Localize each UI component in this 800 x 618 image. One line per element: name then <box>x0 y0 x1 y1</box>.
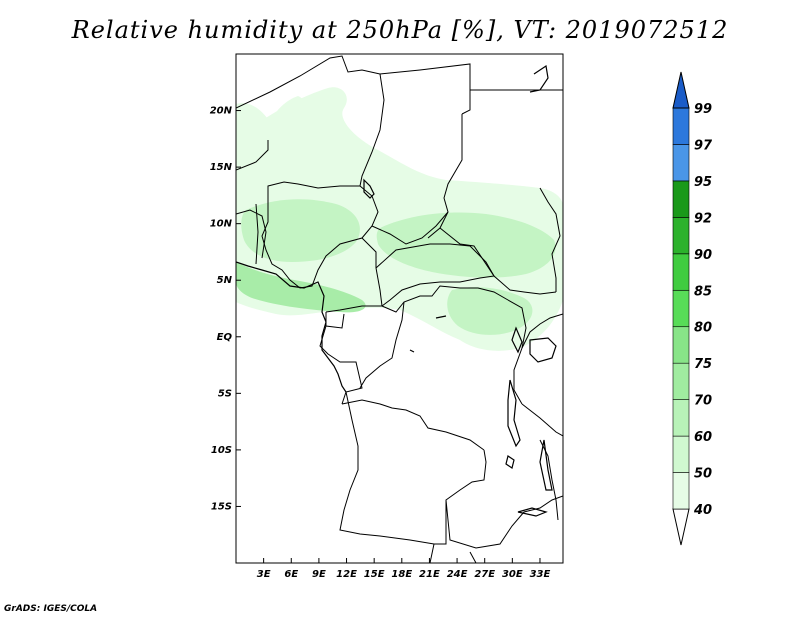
ethiopia-border <box>539 187 561 292</box>
colorbar-label: 70 <box>694 394 712 409</box>
colorbar-label: 50 <box>694 467 712 482</box>
colorbar-segment <box>672 326 690 364</box>
burkina-ghana-border <box>236 209 267 259</box>
lake-albert <box>511 326 523 354</box>
lon-tick-label: 12E <box>336 569 357 580</box>
lon-tick-label: 18E <box>391 569 412 580</box>
lake-mweru <box>505 455 515 469</box>
lon-tick-label: 33E <box>530 569 551 580</box>
colorbar-label: 90 <box>694 248 712 263</box>
lat-tick-label: 15S <box>211 501 232 512</box>
lake-tanganyika <box>507 379 521 448</box>
lon-tick-label: 6E <box>284 569 298 580</box>
niger-river-segment <box>409 315 447 353</box>
lat-tick-label: 15N <box>210 162 233 173</box>
colorbar-label: 85 <box>694 284 712 299</box>
humidity-core-west <box>241 199 360 262</box>
lon-tick-label: 27E <box>474 569 495 580</box>
angola-north-border <box>341 399 485 451</box>
colorbar-segment <box>672 399 690 437</box>
chad-car-border <box>371 211 449 245</box>
colorbar-low-arrow <box>672 508 690 546</box>
lon-tick-label: 15E <box>364 569 385 580</box>
tanzania-border <box>521 403 563 437</box>
humidity-core-east <box>447 287 533 335</box>
colorbar-segment <box>672 217 690 255</box>
coastlines <box>236 64 557 517</box>
libya-border <box>379 63 471 115</box>
lat-tick-label: 20N <box>210 106 233 117</box>
zambia-border <box>445 495 563 549</box>
drc-congo-border <box>381 285 527 405</box>
colorbar-label: 92 <box>694 211 712 226</box>
gulf-of-guinea-coast <box>236 261 347 393</box>
longitude-axis: 3E 6E 9E 12E 15E 18E 21E 24E 27E 30E 33E <box>257 558 551 580</box>
colorbar-label: 60 <box>694 430 712 445</box>
benin-togo-border <box>255 203 259 265</box>
lake-kariba <box>517 507 548 517</box>
latitude-axis: 20N 15N 10N 5N EQ 5S 10S 15S <box>210 106 241 512</box>
angola-border <box>339 391 487 545</box>
lon-tick-label: 30E <box>502 569 523 580</box>
colorbar-segment <box>672 362 690 400</box>
colorbar-segment <box>672 144 690 182</box>
algeria-niger-border <box>236 55 381 109</box>
south-sudan-border <box>439 227 557 295</box>
nigeria-border <box>261 181 379 289</box>
cameroon-border <box>325 237 383 313</box>
colorbar: 40 50 60 70 75 80 85 90 92 95 97 99 <box>672 71 713 546</box>
map-title: Relative humidity at 250hPa [%], VT: 201… <box>71 16 729 44</box>
kenya-uganda-border <box>521 313 563 349</box>
congo-drc-river <box>359 301 405 389</box>
lon-tick-label: 21E <box>419 569 440 580</box>
car-border <box>375 243 495 307</box>
lat-tick-label: 5S <box>218 388 232 399</box>
lat-tick-label: 10S <box>211 445 232 456</box>
colorbar-label: 99 <box>694 102 712 117</box>
lake-malawi <box>539 439 553 491</box>
colorbar-segment <box>672 253 690 291</box>
colorbar-high-arrow <box>672 71 690 109</box>
lake-victoria <box>529 337 557 363</box>
colorbar-label: 80 <box>694 321 712 336</box>
lake-chad <box>363 178 375 199</box>
red-sea-coast <box>529 64 549 93</box>
congo-gabon-border <box>319 312 363 405</box>
colorbar-label: 95 <box>694 175 712 190</box>
humidity-band-north <box>236 96 305 172</box>
country-borders <box>236 55 563 563</box>
map-frame <box>235 53 564 564</box>
grads-credit: GrADS: IGES/COLA <box>4 604 98 614</box>
mali-niger-border <box>236 140 269 171</box>
lat-tick-label: EQ <box>217 332 233 343</box>
colorbar-segment <box>672 472 690 510</box>
lon-tick-label: 3E <box>257 569 271 580</box>
colorbar-label: 40 <box>693 503 712 518</box>
colorbar-segment <box>672 180 690 218</box>
colorbar-label: 97 <box>694 138 713 153</box>
colorbar-segment <box>672 289 690 328</box>
lat-tick-label: 10N <box>210 219 233 230</box>
niger-chad-border <box>359 73 385 187</box>
colorbar-segment <box>672 435 690 473</box>
malawi-border <box>539 439 559 521</box>
lon-tick-label: 9E <box>312 569 326 580</box>
colorbar-segment <box>672 107 690 145</box>
humidity-shading <box>236 87 563 351</box>
lat-tick-label: 5N <box>217 275 233 286</box>
namibia-botswana-border <box>429 543 477 563</box>
lon-tick-label: 24E <box>447 569 468 580</box>
colorbar-label: 75 <box>694 357 712 372</box>
